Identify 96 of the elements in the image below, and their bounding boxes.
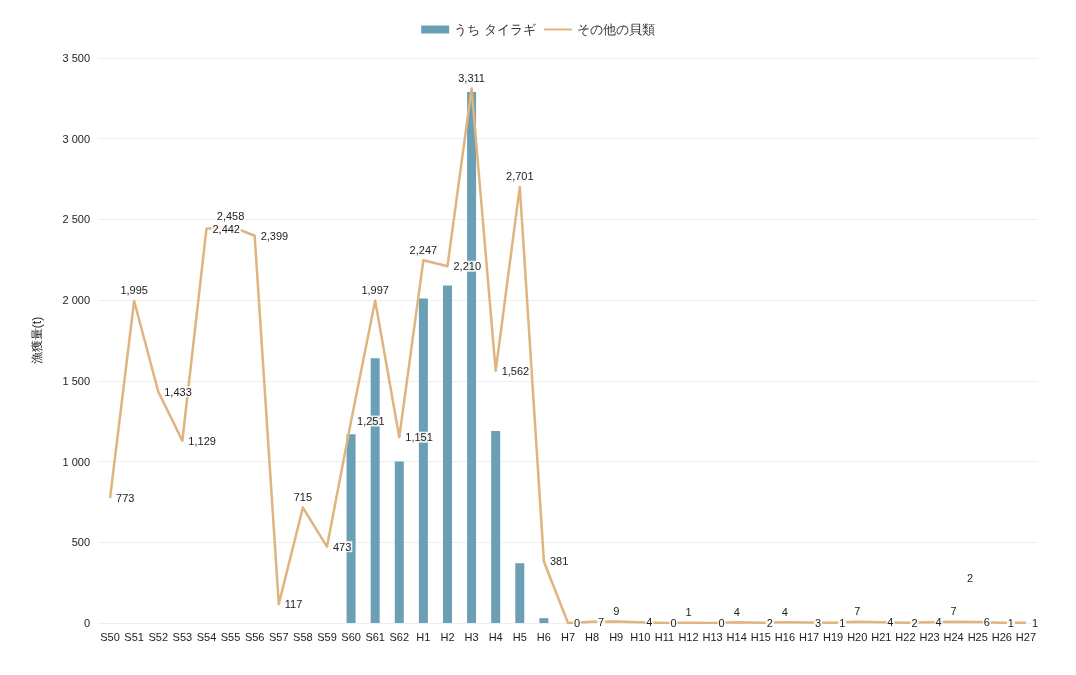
data-label: 0 <box>670 617 677 629</box>
data-label: 0 <box>718 617 725 629</box>
x-tick-label: H7 <box>560 630 576 643</box>
data-label: 4 <box>935 616 942 629</box>
y-tick-label: 3 000 <box>62 132 90 145</box>
x-tick-label: S53 <box>172 630 193 643</box>
bar <box>491 430 501 623</box>
x-tick-label: H3 <box>464 630 479 643</box>
data-label: 773 <box>116 492 135 505</box>
data-label: 2,701 <box>506 170 534 183</box>
x-tick-label: H23 <box>919 630 940 643</box>
y-tick-label: 0 <box>83 617 90 629</box>
data-label: 1 <box>839 616 846 629</box>
data-label: 1 <box>685 606 692 619</box>
data-label: 4 <box>887 616 894 629</box>
data-label: 2,247 <box>409 243 438 256</box>
x-tick-label: S58 <box>293 630 313 643</box>
x-tick-label: H21 <box>871 630 892 643</box>
y-tick-label: 500 <box>71 536 90 549</box>
data-label: 7 <box>854 605 861 618</box>
x-tick-label: S55 <box>220 630 241 643</box>
x-tick-label: H24 <box>943 630 964 643</box>
line-series <box>108 87 1028 625</box>
data-label: 6 <box>983 616 990 629</box>
bar <box>515 563 525 623</box>
x-tick-label: S62 <box>389 630 410 643</box>
data-label: 9 <box>613 605 620 618</box>
x-tick-label: S52 <box>148 630 169 643</box>
data-label: 1,562 <box>501 364 530 377</box>
x-tick-label: H6 <box>536 630 551 643</box>
data-label: 381 <box>549 555 569 568</box>
y-tick-label: 1 500 <box>62 374 90 387</box>
x-tick-label: H15 <box>750 630 771 643</box>
x-tick-label: H17 <box>798 630 820 643</box>
x-tick-label: H1 <box>416 630 431 643</box>
x-tick-label: H9 <box>609 630 624 643</box>
y-axis-title: 漁獲量(t) <box>30 316 44 365</box>
x-tick-label: S57 <box>268 630 289 643</box>
data-label: 4 <box>733 605 740 618</box>
data-label: 2 <box>766 616 773 629</box>
x-tick-label: H12 <box>678 630 699 643</box>
data-label: 2,210 <box>453 260 482 273</box>
x-tick-label: H16 <box>774 630 796 643</box>
x-tick-label: S50 <box>100 630 120 643</box>
x-tick-label: S60 <box>341 630 361 643</box>
x-tick-label: H26 <box>991 630 1012 643</box>
x-tick-label: H13 <box>702 630 723 643</box>
x-tick-label: H27 <box>1015 630 1037 643</box>
data-label: 1,251 <box>357 415 385 428</box>
x-tick-label: S59 <box>317 630 337 643</box>
data-label: 7 <box>598 615 605 628</box>
data-label: 1,995 <box>120 284 148 297</box>
x-tick-label: H14 <box>726 630 747 643</box>
x-tick-label: H22 <box>895 630 916 643</box>
data-label: 4 <box>646 616 653 629</box>
legend-label: その他の貝類 <box>576 22 655 37</box>
y-tick-label: 2 500 <box>62 213 90 226</box>
data-label: 1 <box>1007 616 1014 629</box>
data-label: 2 <box>911 616 918 629</box>
data-label: 1,433 <box>164 385 192 398</box>
x-tick-label: H10 <box>630 630 651 643</box>
x-tick-label: H19 <box>823 630 844 643</box>
x-tick-label: H20 <box>847 630 868 643</box>
x-tick-label: H11 <box>654 630 675 643</box>
x-tick-label: H25 <box>967 630 988 643</box>
data-label: 0 <box>574 617 581 629</box>
y-tick-label: 3 500 <box>62 52 90 64</box>
x-tick-label: S56 <box>244 630 265 643</box>
bar <box>539 618 549 623</box>
x-tick-label: H2 <box>440 630 455 643</box>
data-label: 473 <box>332 540 352 553</box>
data-label: 4 <box>781 605 788 618</box>
data-label: 3,311 <box>458 72 485 85</box>
x-tick-label: S54 <box>196 630 217 643</box>
data-label: 2,458 <box>216 209 245 222</box>
data-label: 1,129 <box>188 434 216 447</box>
x-tick-label: H8 <box>585 630 600 643</box>
data-label: 715 <box>293 491 313 504</box>
data-label: 7 <box>950 605 957 618</box>
bar <box>442 285 452 623</box>
bar <box>394 461 404 623</box>
x-tick-label: H5 <box>512 630 527 643</box>
annotation: 2 <box>966 571 974 584</box>
y-tick-label: 1 000 <box>62 455 90 468</box>
data-label: 3 <box>815 616 822 629</box>
x-tick-label: S51 <box>124 630 144 643</box>
y-tick-label: 2 000 <box>62 294 90 307</box>
data-label: 1 <box>1031 616 1039 629</box>
data-label: 1,997 <box>361 284 389 297</box>
data-label: 2,399 <box>260 229 289 242</box>
data-label: 1,151 <box>405 431 433 444</box>
data-label: 117 <box>284 598 303 611</box>
legend-label: うち タイラギ <box>454 22 536 37</box>
x-tick-label: H4 <box>488 630 503 643</box>
data-label: 2,442 <box>212 222 240 235</box>
x-tick-label: S61 <box>365 630 385 643</box>
